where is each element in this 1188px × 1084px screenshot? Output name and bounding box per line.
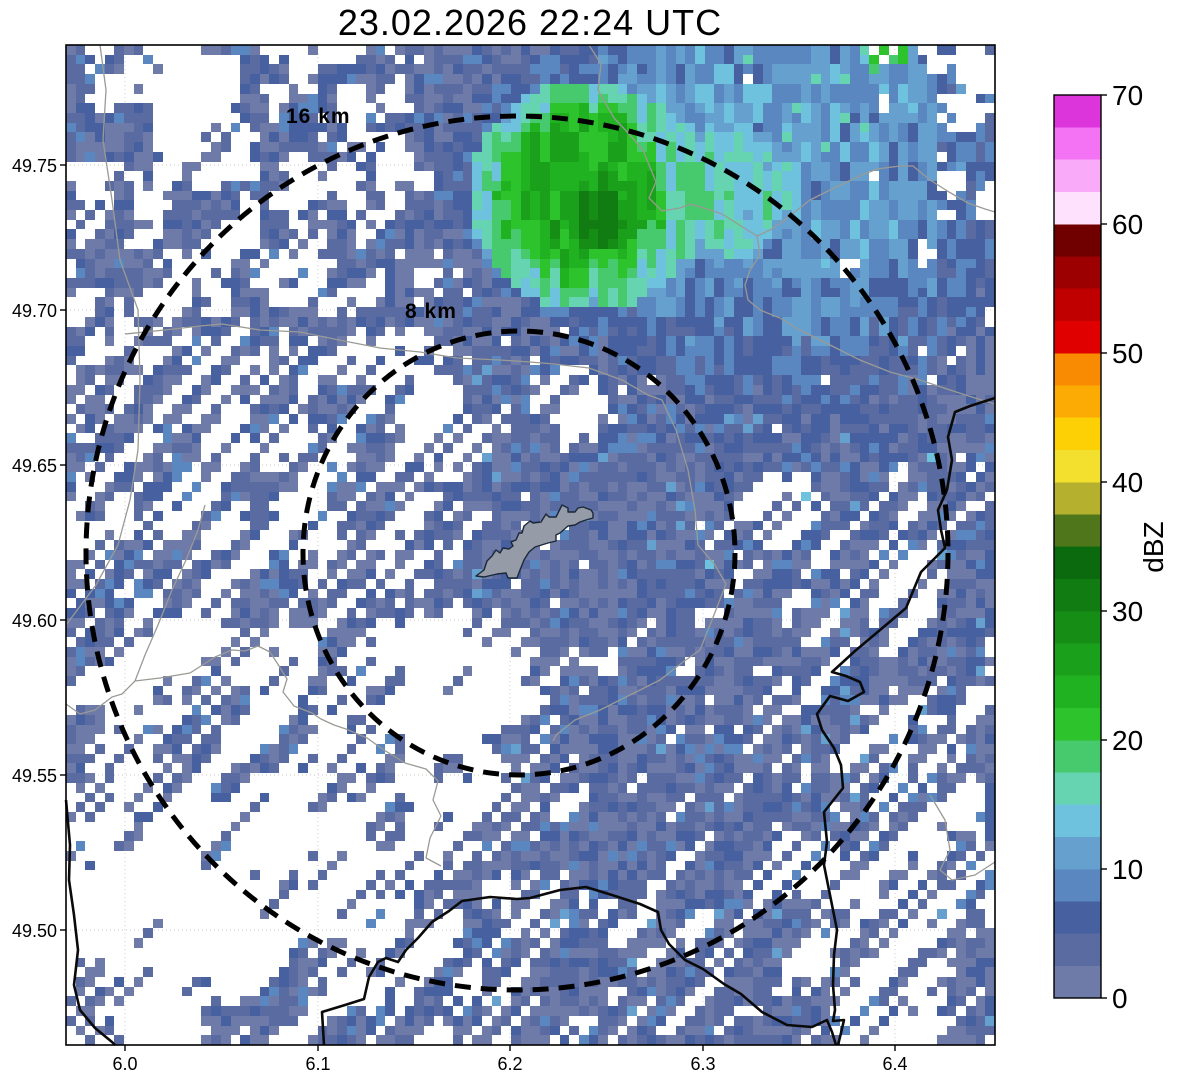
svg-text:dBZ: dBZ xyxy=(1138,521,1169,572)
svg-text:40: 40 xyxy=(1112,467,1143,498)
svg-text:6.3: 6.3 xyxy=(690,1054,715,1074)
svg-text:49.55: 49.55 xyxy=(12,766,57,786)
svg-text:60: 60 xyxy=(1112,209,1143,240)
svg-text:8 km: 8 km xyxy=(405,300,457,323)
svg-text:49.65: 49.65 xyxy=(12,456,57,476)
svg-text:49.70: 49.70 xyxy=(12,301,57,321)
svg-text:50: 50 xyxy=(1112,338,1143,369)
svg-text:70: 70 xyxy=(1112,80,1143,111)
svg-text:30: 30 xyxy=(1112,596,1143,627)
svg-text:16 km: 16 km xyxy=(286,105,351,128)
svg-text:23.02.2026 22:24 UTC: 23.02.2026 22:24 UTC xyxy=(338,2,722,43)
svg-text:6.2: 6.2 xyxy=(497,1054,522,1074)
svg-text:20: 20 xyxy=(1112,725,1143,756)
svg-text:10: 10 xyxy=(1112,854,1143,885)
svg-text:6.1: 6.1 xyxy=(305,1054,330,1074)
svg-text:49.60: 49.60 xyxy=(12,611,57,631)
svg-text:6.4: 6.4 xyxy=(882,1054,907,1074)
svg-text:0: 0 xyxy=(1112,983,1128,1014)
svg-text:6.0: 6.0 xyxy=(112,1054,137,1074)
svg-text:49.50: 49.50 xyxy=(12,921,57,941)
svg-text:49.75: 49.75 xyxy=(12,156,57,176)
